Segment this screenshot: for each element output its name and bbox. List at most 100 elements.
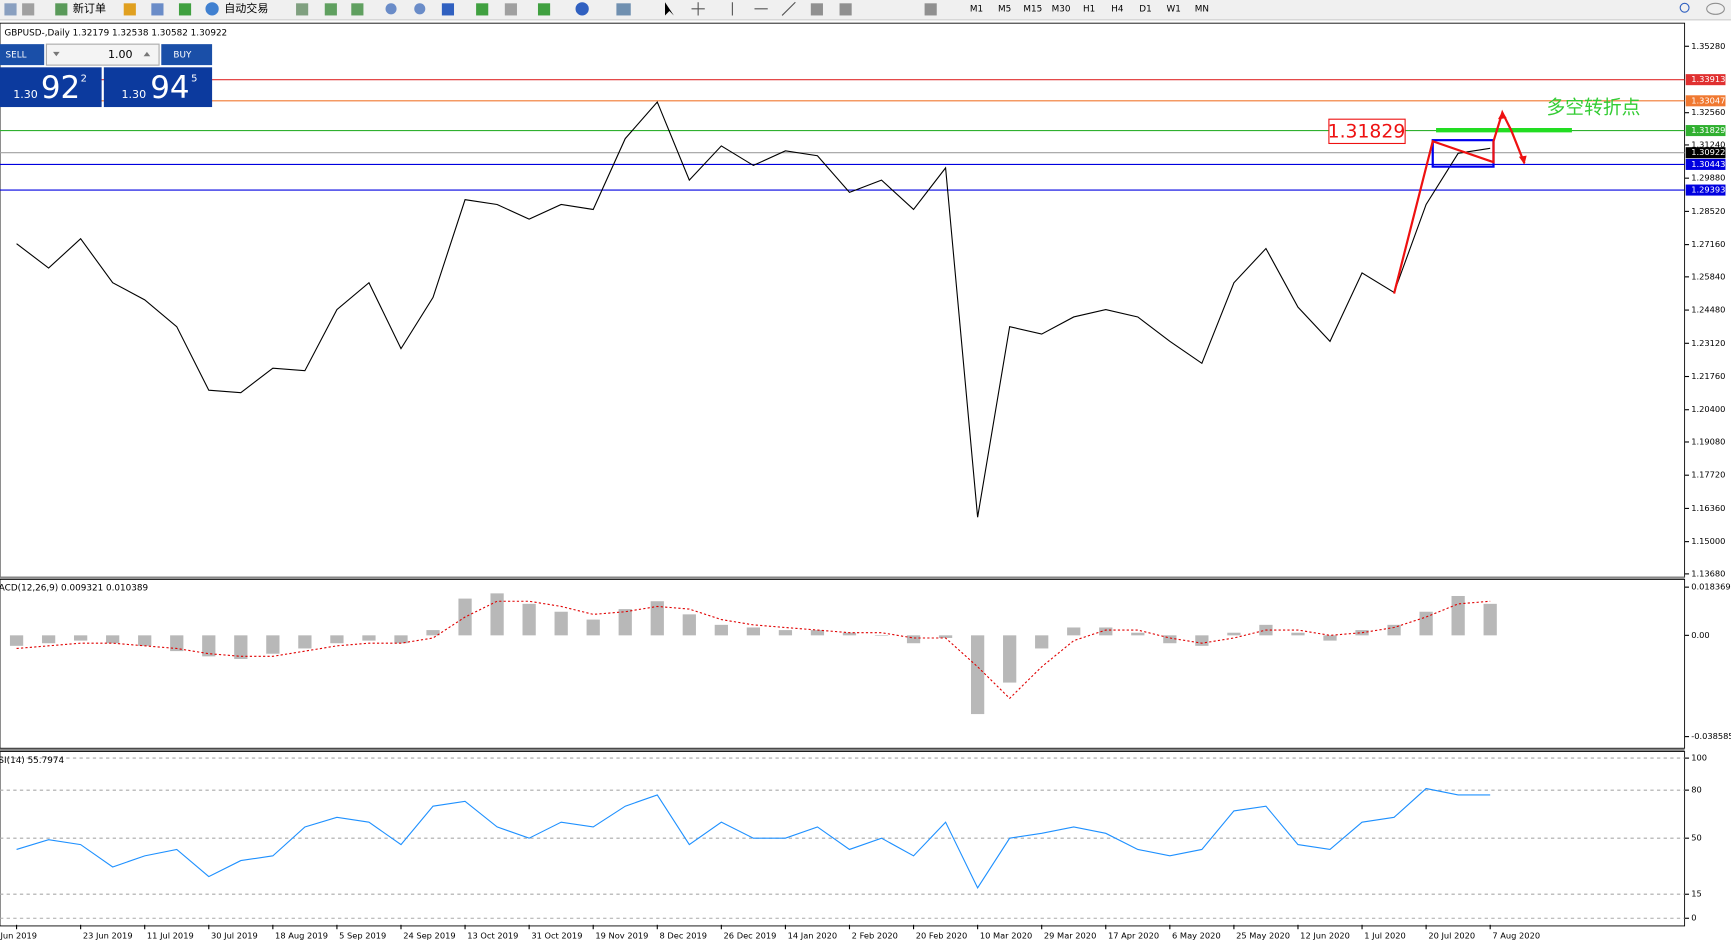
timeframe-button[interactable]: M1 xyxy=(970,4,983,14)
timeframe-button[interactable]: H1 xyxy=(1083,4,1095,14)
chat-icon[interactable] xyxy=(1706,2,1725,15)
lots-down[interactable] xyxy=(53,51,60,57)
icon[interactable] xyxy=(296,3,309,16)
y-tick-label: 1.23120 xyxy=(1691,338,1725,348)
sell-price-main: 92 xyxy=(41,70,80,106)
icon[interactable] xyxy=(476,3,489,16)
timeframe-button[interactable]: M30 xyxy=(1052,4,1071,14)
y-tick-label: 0.018369 xyxy=(1691,582,1730,592)
timeframe-button[interactable]: H4 xyxy=(1111,4,1124,14)
icon[interactable] xyxy=(351,3,364,16)
level-label: 1.33047 xyxy=(1691,95,1725,105)
timeframe-button[interactable]: M15 xyxy=(1023,4,1042,14)
x-tick-label: 19 Nov 2019 xyxy=(595,930,648,940)
icon[interactable] xyxy=(810,3,823,16)
histogram-bar xyxy=(650,601,664,636)
level-label: 1.31829 xyxy=(1691,125,1725,135)
search-icon[interactable] xyxy=(1679,2,1690,13)
histogram-bar xyxy=(330,635,344,644)
icon[interactable] xyxy=(504,3,517,16)
histogram-bar xyxy=(906,635,921,644)
histogram-bar xyxy=(9,635,24,646)
y-tick-label: 1.17720 xyxy=(1691,470,1725,480)
charts: 1.35280 1.32560 1.31240 1.29880 1.28520 1.271… xyxy=(0,41,1731,940)
icon[interactable] xyxy=(537,3,551,16)
histogram-bar xyxy=(874,635,889,636)
x-tick-label: 29 Mar 2020 xyxy=(1044,930,1096,940)
new-order-button[interactable]: 新订单 xyxy=(73,1,106,15)
x-tick-label: 12 Jun 2020 xyxy=(1300,930,1350,940)
level-label-box xyxy=(1685,158,1726,170)
timeframe-button[interactable]: W1 xyxy=(1167,4,1181,14)
icon[interactable] xyxy=(55,3,68,16)
icon[interactable] xyxy=(4,3,17,16)
histogram-bar xyxy=(746,627,761,636)
price-line xyxy=(16,787,1491,889)
icon[interactable] xyxy=(178,3,192,16)
icon[interactable] xyxy=(665,2,674,16)
timeframe-button[interactable]: D1 xyxy=(1139,4,1151,14)
x-tick-label: 18 Aug 2019 xyxy=(275,930,328,940)
icon[interactable] xyxy=(839,3,852,16)
y-tick-label: 1.27160 xyxy=(1691,239,1725,249)
histogram-bar xyxy=(74,635,88,641)
buy-button[interactable] xyxy=(161,44,213,66)
histogram-bar xyxy=(170,635,184,652)
icon[interactable] xyxy=(414,3,426,15)
sell-button[interactable] xyxy=(0,44,45,66)
y-tick-label: -0.038585 xyxy=(1691,731,1731,741)
level-label: 1.30443 xyxy=(1691,159,1725,169)
y-tick-label: 100 xyxy=(1691,753,1707,763)
x-tick-label: 20 Jul 2020 xyxy=(1428,930,1475,940)
x-tick-label: 6 May 2020 xyxy=(1172,930,1221,940)
icon[interactable] xyxy=(385,3,397,15)
y-tick-label: 1.29880 xyxy=(1691,173,1725,183)
icon[interactable] xyxy=(324,3,337,16)
icon[interactable] xyxy=(924,3,937,16)
rsi-panel xyxy=(0,751,1686,927)
icon[interactable] xyxy=(22,3,35,16)
icon[interactable] xyxy=(691,1,796,16)
histogram-bar xyxy=(138,635,152,646)
trade-panel: SELL 1.00 BUY 1.30 92 2 1.30 94 5 xyxy=(0,43,213,108)
x-tick-label: 10 Mar 2020 xyxy=(980,930,1032,940)
auto-trading-button[interactable]: 自动交易 xyxy=(224,1,268,15)
sell-price-box[interactable] xyxy=(0,67,102,108)
y-tick-label: 1.28520 xyxy=(1691,206,1725,216)
histogram-bar xyxy=(1451,595,1465,636)
buy-price-box[interactable] xyxy=(103,67,213,108)
sell-price-prefix: 1.30 xyxy=(13,88,38,101)
icon[interactable] xyxy=(441,3,455,16)
icon[interactable] xyxy=(575,2,589,16)
x-tick-label: 31 Oct 2019 xyxy=(531,930,582,940)
lots-input[interactable] xyxy=(45,43,160,66)
level-label-box xyxy=(1685,147,1726,159)
rsi-title: RSI(14) 55.7974 xyxy=(0,756,64,766)
histogram-bar xyxy=(266,635,280,654)
toolbar-icons xyxy=(4,1,1725,16)
x-tick-label: 23 Jun 2019 xyxy=(83,930,133,940)
y-tick-label: 80 xyxy=(1691,785,1702,795)
lots-up[interactable] xyxy=(143,51,151,57)
icon[interactable] xyxy=(616,3,631,16)
y-tick-label: 1.21760 xyxy=(1691,371,1725,381)
price-line xyxy=(16,100,1491,518)
red-arrows xyxy=(1393,109,1526,294)
timeframe-button[interactable]: MN xyxy=(1195,4,1209,14)
sell-price-suffix: 2 xyxy=(81,73,87,84)
icon[interactable] xyxy=(205,2,219,16)
histogram-bar xyxy=(1483,603,1497,636)
x-tick-label: 26 Dec 2019 xyxy=(724,930,777,940)
y-tick-label: 1.20400 xyxy=(1691,404,1725,414)
icon[interactable] xyxy=(123,3,136,16)
histogram-bar xyxy=(1067,627,1081,636)
icon[interactable] xyxy=(151,3,164,16)
y-tick-label: 1.13680 xyxy=(1691,568,1725,578)
x-tick-label: 17 Apr 2020 xyxy=(1108,930,1159,940)
histogram-bar xyxy=(554,611,568,636)
histogram-bar xyxy=(618,609,632,636)
timeframe-button[interactable]: M5 xyxy=(998,4,1011,14)
buy-price-prefix: 1.30 xyxy=(122,88,147,101)
histogram-bar xyxy=(778,630,793,636)
